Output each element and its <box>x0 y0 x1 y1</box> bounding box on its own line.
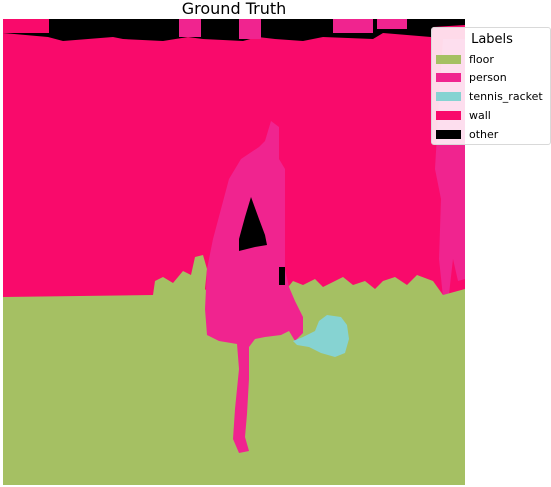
other-region-person-edge <box>279 267 285 285</box>
person-patch-top-2 <box>333 19 373 33</box>
person-patch-top-4 <box>3 19 49 33</box>
legend-swatch-floor <box>436 54 461 64</box>
legend-swatch-other <box>436 129 461 139</box>
legend-swatch-person <box>436 72 461 82</box>
legend-label-tennis-racket: tennis_racket <box>469 89 543 103</box>
other-region-person-hole <box>239 197 267 251</box>
segmentation-map <box>3 19 465 485</box>
person-patch-top-3 <box>377 19 407 29</box>
legend-label-wall: wall <box>469 108 491 122</box>
legend-item-tennis-racket: tennis_racket <box>436 88 543 104</box>
legend-label-person: person <box>469 70 507 84</box>
legend-item-person: person <box>436 69 507 85</box>
legend: Labels floor person tennis_racket wall o… <box>431 27 551 145</box>
legend-item-floor: floor <box>436 51 494 67</box>
legend-item-wall: wall <box>436 107 491 123</box>
legend-swatch-tennis-racket <box>436 91 461 101</box>
legend-item-other: other <box>436 126 498 142</box>
figure-title: Ground Truth <box>181 0 287 18</box>
tennis-racket-region <box>293 315 349 357</box>
person-patch-top-1 <box>179 19 201 37</box>
legend-label-floor: floor <box>469 52 494 66</box>
legend-swatch-wall <box>436 110 461 120</box>
person-patch-top-5 <box>239 19 261 39</box>
floor-region <box>3 255 465 485</box>
legend-label-other: other <box>469 127 499 141</box>
legend-title: Labels <box>471 32 513 47</box>
person-region-main <box>205 121 303 453</box>
